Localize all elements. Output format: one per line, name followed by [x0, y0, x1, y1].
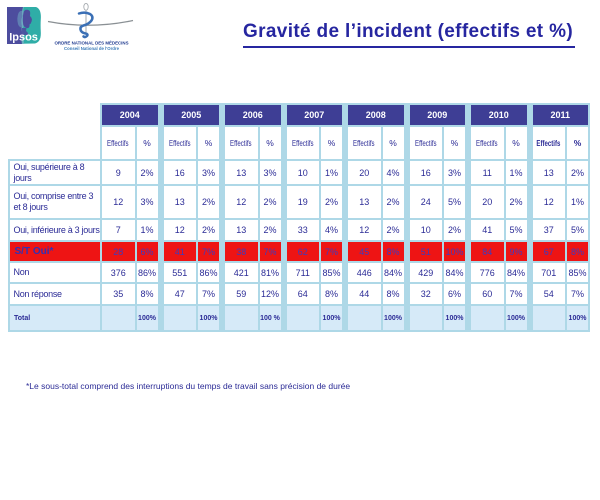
svg-text:Conseil National de l'Ordre: Conseil National de l'Ordre [64, 46, 120, 51]
svg-text:Ipsos: Ipsos [9, 32, 38, 44]
svg-text:ORDRE NATIONAL DES MÉDECINS: ORDRE NATIONAL DES MÉDECINS [55, 41, 129, 46]
